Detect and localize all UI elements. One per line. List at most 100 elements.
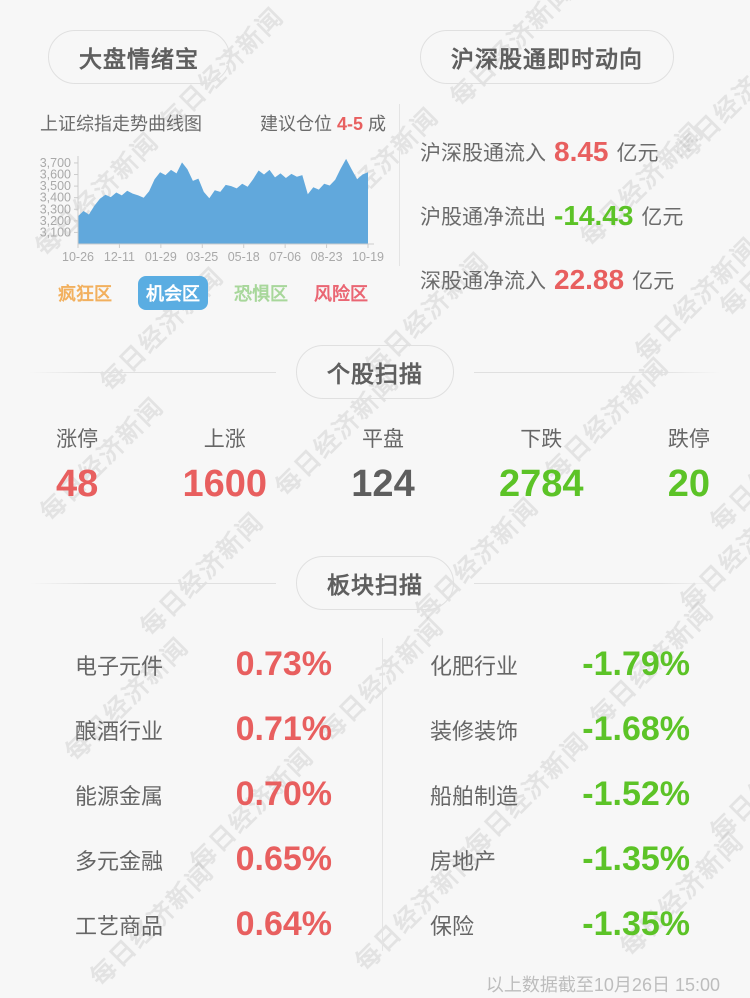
sector-name: 船舶制造 [430, 783, 519, 809]
sector-change: 0.73% [235, 645, 332, 683]
x-tick-label: 07-06 [269, 250, 301, 264]
sector-scan-title: 板块扫描 [296, 556, 454, 610]
sector-row: 电子元件 0.73% [75, 632, 332, 697]
y-tick-label: 3,500 [40, 179, 71, 193]
divider-line [30, 582, 276, 584]
index-area-series [78, 158, 368, 244]
suggested-position-value: 4-5 [336, 114, 363, 134]
sentiment-panel: 大盘情绪宝 上证综指走势曲线图 建议仓位 4-5 成 3,700 3,600 3,5… [30, 30, 396, 310]
stock-scan-title-label: 个股扫描 [327, 361, 423, 387]
stat-value: 48 [56, 463, 99, 505]
suggested-position-prefix: 建议仓位 [259, 114, 332, 134]
stat-label: 上涨 [203, 428, 246, 451]
data-cutoff-note: 以上数据截至10月26日 15:00 [485, 975, 720, 995]
sector-row: 工艺商品 0.64% [75, 892, 332, 957]
stat-label: 涨停 [56, 428, 99, 451]
flow-value: 8.45 [554, 136, 609, 167]
sector-row: 酿酒行业 0.71% [75, 697, 332, 762]
sentiment-zone-chip: 疯狂区 [58, 284, 112, 304]
sentiment-panel-title: 大盘情绪宝 [48, 30, 230, 84]
stat-label: 下跌 [520, 428, 563, 451]
divider-line [30, 371, 276, 373]
sector-change: 0.64% [235, 905, 332, 943]
flow-label: 沪股通净流出 [420, 206, 546, 229]
stock-scan-stat: 涨停 48 [56, 423, 98, 506]
x-tick-label: 10-19 [352, 250, 384, 264]
sector-row: 船舶制造 -1.52% [430, 762, 690, 827]
suggested-position: 建议仓位 4-5 成 [260, 110, 386, 136]
northbound-panel-title-label: 沪深股通即时动向 [451, 46, 643, 72]
stat-value: 1600 [182, 463, 268, 505]
x-tick-label: 12-11 [104, 250, 135, 264]
x-tick-label: 03-25 [186, 250, 218, 264]
sector-change: 0.71% [235, 710, 332, 748]
stock-scan-title: 个股扫描 [296, 345, 454, 399]
sector-name: 装修装饰 [430, 718, 519, 744]
x-tick-label: 05-18 [228, 250, 260, 264]
y-tick-label: 3,600 [40, 168, 71, 182]
x-tick-label: 10-26 [62, 250, 94, 264]
sector-scan-grid: 电子元件 0.73% 酿酒行业 0.71% 能源金属 0.70% 多元金融 0.65% 工艺商品… [30, 632, 720, 957]
sentiment-zone-chip: 恐惧区 [234, 284, 288, 304]
sentiment-panel-title-label: 大盘情绪宝 [79, 46, 199, 72]
sector-gainers-column: 电子元件 0.73% 酿酒行业 0.71% 能源金属 0.70% 多元金融 0.65% 工艺商品… [30, 632, 382, 957]
sector-row: 多元金融 0.65% [75, 827, 332, 892]
stat-value: 124 [351, 463, 415, 505]
y-tick-label: 3,700 [40, 156, 71, 170]
sector-name: 能源金属 [75, 783, 164, 809]
sentiment-zone-chip: 机会区 [138, 276, 208, 310]
y-tick-label: 3,100 [40, 225, 71, 239]
sector-row: 装修装饰 -1.68% [430, 697, 690, 762]
sector-change: -1.52% [582, 775, 690, 813]
flow-label: 沪深股通流入 [420, 142, 546, 165]
northbound-row: 沪股通净流出 -14.43 亿元 [420, 184, 730, 248]
chart-caption: 上证综指走势曲线图 [40, 114, 202, 134]
sector-change: -1.35% [582, 840, 690, 878]
y-tick-label: 3,300 [40, 202, 71, 216]
sector-losers-column: 化肥行业 -1.79% 装修装饰 -1.68% 船舶制造 -1.52% 房地产 -1.35% 保… [382, 632, 720, 957]
divider-line [474, 582, 720, 584]
chart-caption-row: 上证综指走势曲线图 建议仓位 4-5 成 [30, 110, 396, 136]
northbound-row: 深股通净流入 22.88 亿元 [420, 248, 730, 312]
y-tick-label: 3,400 [40, 191, 71, 205]
sentiment-zone-chip: 风险区 [314, 284, 368, 304]
sector-change: -1.35% [582, 905, 690, 943]
sector-scan-title-label: 板块扫描 [327, 572, 423, 598]
flow-value: 22.88 [554, 264, 625, 295]
stock-scan-stat: 下跌 2784 [499, 423, 584, 506]
top-section: 大盘情绪宝 上证综指走势曲线图 建议仓位 4-5 成 3,700 3,600 3,5… [0, 0, 750, 310]
column-divider [382, 638, 383, 951]
sector-name: 保险 [430, 913, 475, 939]
flow-unit: 亿元 [641, 206, 684, 229]
sector-change: -1.68% [582, 710, 690, 748]
divider-line [474, 371, 720, 373]
stat-value: 20 [667, 463, 710, 505]
suggested-position-suffix: 成 [368, 114, 386, 134]
sector-change: -1.79% [582, 645, 690, 683]
sector-row: 能源金属 0.70% [75, 762, 332, 827]
stock-scan-stat: 跌停 20 [668, 423, 710, 506]
sector-row: 保险 -1.35% [430, 892, 690, 957]
stock-scan-stat: 上涨 1600 [183, 423, 268, 506]
stat-value: 2784 [498, 463, 584, 505]
flow-unit: 亿元 [632, 270, 675, 293]
stat-label: 平盘 [362, 428, 404, 451]
northbound-panel: 沪深股通即时动向 沪深股通流入 8.45 亿元 沪股通净流出 -14.43 亿元 深股通净流… [420, 30, 730, 312]
sector-change: 0.70% [235, 775, 332, 813]
panel-divider [399, 104, 400, 266]
x-tick-label: 08-23 [311, 250, 343, 264]
sector-name: 化肥行业 [430, 653, 519, 679]
sector-name: 多元金融 [75, 848, 164, 874]
northbound-panel-title: 沪深股通即时动向 [420, 30, 674, 84]
flow-label: 深股通净流入 [420, 270, 546, 293]
northbound-row: 沪深股通流入 8.45 亿元 [420, 120, 730, 184]
sector-name: 房地产 [430, 848, 497, 874]
stock-scan-stat: 平盘 124 [351, 423, 414, 506]
sector-row: 化肥行业 -1.79% [430, 632, 690, 697]
stock-scan-stats: 涨停 48 上涨 1600 平盘 124 下跌 2784 跌停 20 [0, 423, 750, 506]
sector-row: 房地产 -1.35% [430, 827, 690, 892]
sentiment-zone-row: 疯狂区 机会区 恐惧区 风险区 [30, 276, 396, 310]
x-tick-label: 01-29 [145, 250, 177, 264]
